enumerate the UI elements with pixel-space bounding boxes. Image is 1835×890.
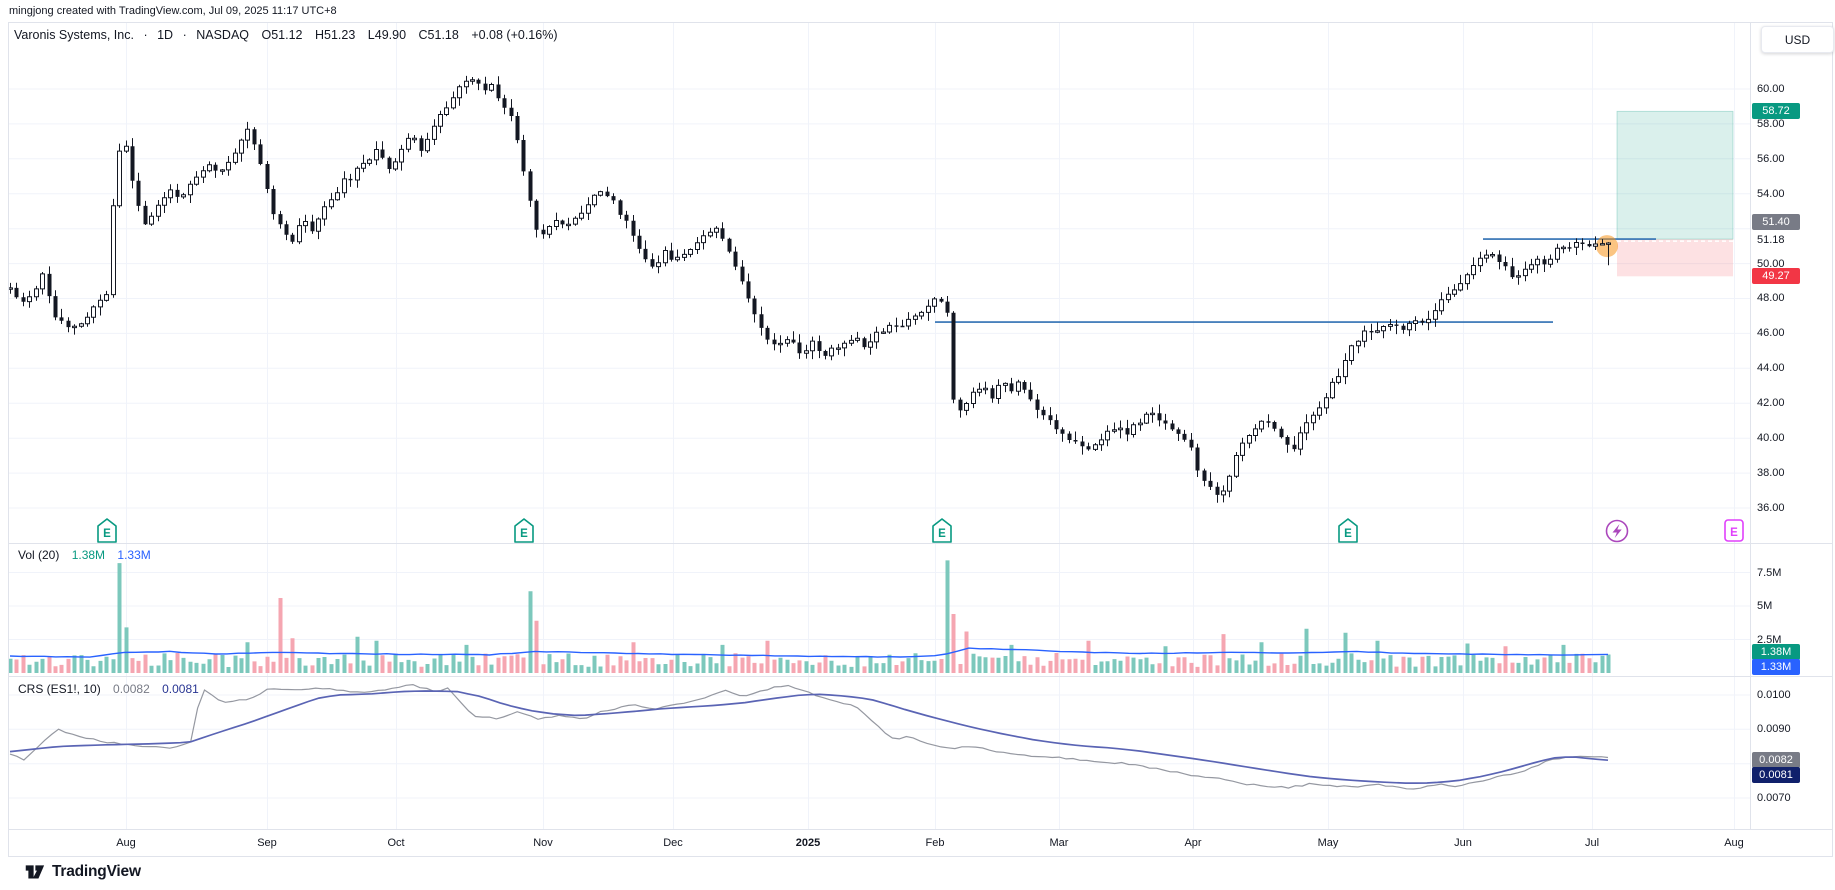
earnings-icon[interactable]: E	[514, 518, 534, 543]
volume-ma-value: 1.33M	[117, 548, 151, 562]
time-axis-label-May: May	[1317, 837, 1339, 849]
earnings-icon-shape	[932, 518, 952, 543]
crs-indicator-label[interactable]: CRS (ES1!, 10)	[18, 682, 101, 696]
earnings-icon[interactable]: E	[97, 518, 117, 543]
highlight-circle[interactable]	[1596, 235, 1618, 258]
legend-separator2: ·	[182, 28, 187, 42]
earnings-icon-shape	[1338, 518, 1358, 543]
price-tick-label: 54.00	[1757, 188, 1785, 200]
candles-up	[8, 79, 1611, 496]
price-label-51.18: 51.18	[1757, 234, 1785, 246]
long-position-stop-zone[interactable]	[1617, 239, 1733, 277]
price-tick-label: 58.00	[1757, 118, 1785, 130]
crs-ma-value: 0.0081	[162, 682, 199, 696]
crs-badge-0.0082: 0.0082	[1752, 752, 1800, 768]
ohlc-low: L49.90	[367, 28, 407, 42]
price-tick-label: 40.00	[1757, 432, 1785, 444]
crs-tick-label: 0.0100	[1757, 689, 1791, 701]
time-axis-label-Jun: Jun	[1454, 837, 1472, 849]
time-axis-label-Nov: Nov	[533, 837, 553, 849]
crs-tick-label: 0.0070	[1757, 792, 1791, 804]
future-earnings-icon[interactable]: E	[1724, 519, 1744, 542]
tradingview-logo-text: TradingView	[52, 862, 141, 880]
gridlines	[8, 23, 1750, 829]
time-axis-label-2025: 2025	[795, 837, 821, 849]
ohlc-open: O51.12	[261, 28, 303, 42]
flash-event-icon[interactable]	[1605, 519, 1629, 543]
price-scale-area[interactable]	[1750, 22, 1835, 829]
price-tick-label: 48.00	[1757, 292, 1785, 304]
candles-down	[14, 79, 1592, 495]
time-axis-label-Oct: Oct	[387, 837, 405, 849]
price-tick-label: 44.00	[1757, 362, 1785, 374]
chart-border	[8, 22, 1833, 857]
crs-ma-line	[9, 690, 1609, 784]
exchange-label: NASDAQ	[196, 28, 250, 42]
crs-legend: CRS (ES1!, 10) 0.0082 0.0081	[18, 682, 208, 696]
price-badge-49.27: 49.27	[1752, 268, 1800, 284]
time-axis-label-Feb: Feb	[925, 837, 945, 849]
earnings-icon-letter: E	[938, 528, 946, 540]
crs-value: 0.0082	[113, 682, 150, 696]
time-axis-label-Aug: Aug	[116, 837, 136, 849]
price-tick-label: 50.00	[1757, 258, 1785, 270]
tradingview-logo[interactable]: TradingView	[24, 861, 141, 882]
price-tick-label: 36.00	[1757, 502, 1785, 514]
symbol-legend: Varonis Systems, Inc. · 1D · NASDAQ O51.…	[14, 28, 566, 42]
price-tick-label: 38.00	[1757, 467, 1785, 479]
interval-label[interactable]: 1D	[157, 28, 174, 42]
crs-tick-label: 0.0090	[1757, 723, 1791, 735]
lightning-bolt	[1612, 524, 1622, 538]
time-axis-label-Sep: Sep	[257, 837, 277, 849]
time-axis-label-Jul: Jul	[1584, 837, 1600, 849]
volume-tick-label: 7.5M	[1757, 567, 1782, 579]
volume-badge-1.33M: 1.33M	[1752, 659, 1800, 675]
time-axis-label-Apr: Apr	[1184, 837, 1202, 849]
tradingview-logo-icon	[25, 865, 45, 879]
earnings-icon[interactable]: E	[932, 518, 952, 543]
price-badge-58.72: 58.72	[1752, 103, 1800, 119]
volume-value: 1.38M	[71, 548, 106, 562]
earnings-icon-letter: E	[520, 528, 528, 540]
volume-tick-label: 2.5M	[1757, 634, 1782, 646]
price-tick-label: 46.00	[1757, 327, 1785, 339]
long-position-profit-zone[interactable]	[1616, 110, 1734, 240]
time-axis-label-Dec: Dec	[663, 837, 683, 849]
price-tick-label: 56.00	[1757, 153, 1785, 165]
volume-ma-line	[9, 647, 1609, 658]
change-label: +0.08 (+0.16%)	[471, 28, 558, 42]
pane-separators	[8, 22, 1833, 857]
earnings-icon-shape	[97, 518, 117, 543]
attribution-text: mingjong created with TradingView.com, J…	[9, 5, 337, 17]
earnings-icon[interactable]: E	[1338, 518, 1358, 543]
earnings-icon-shape	[514, 518, 534, 543]
time-axis-label-Aug: Aug	[1724, 837, 1744, 849]
price-tick-label: 42.00	[1757, 397, 1785, 409]
volume-badge-1.38M: 1.38M	[1752, 644, 1800, 660]
earnings-icon-letter: E	[103, 528, 111, 540]
legend-separator: ·	[143, 28, 148, 42]
volume-bars-up	[8, 560, 1611, 673]
volume-bars-down	[14, 598, 1592, 673]
ohlc-close: C51.18	[418, 28, 459, 42]
crs-raw-line	[9, 683, 1609, 790]
earnings-icon-letter: E	[1344, 528, 1352, 540]
symbol-title[interactable]: Varonis Systems, Inc.	[14, 28, 134, 42]
price-badge-51.40: 51.40	[1752, 214, 1800, 230]
volume-legend: Vol (20) 1.38M 1.33M	[18, 548, 160, 562]
currency-toggle-button[interactable]: USD	[1761, 26, 1834, 53]
crs-badge-0.0081: 0.0081	[1752, 767, 1800, 783]
price-tick-label: 60.00	[1757, 83, 1785, 95]
volume-indicator-label[interactable]: Vol (20)	[18, 548, 60, 562]
time-axis-label-Mar: Mar	[1049, 837, 1069, 849]
volume-tick-label: 5M	[1757, 600, 1773, 612]
future-earnings-letter: E	[1730, 527, 1738, 539]
ohlc-high: H51.23	[315, 28, 356, 42]
future-earnings-box	[1724, 519, 1744, 542]
